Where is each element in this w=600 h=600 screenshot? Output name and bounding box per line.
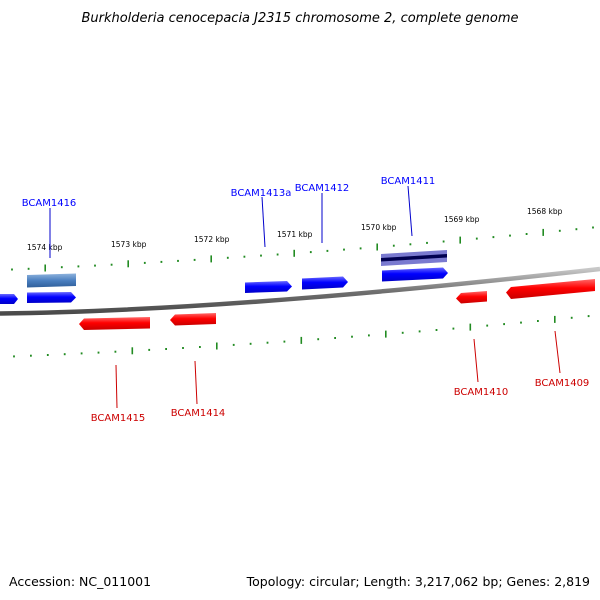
leader-bcam1409 <box>554 330 561 374</box>
gene-bcam1411-band <box>381 254 447 262</box>
map-title: Burkholderia cenocepacia J2315 chromosom… <box>81 11 518 26</box>
genome-summary-text: Topology: circular; Length: 3,217,062 bp… <box>246 574 590 589</box>
gene-bcam1416-block[interactable] <box>27 273 76 288</box>
gene-label-bcam1415[interactable]: BCAM1415 <box>91 413 146 424</box>
ruler-label-1568: 1568 kbp <box>527 207 563 216</box>
gene-arrow-bcam1412[interactable] <box>302 276 348 290</box>
reverse-tick-ruler <box>13 315 590 358</box>
gene-arrow-bcam1410[interactable] <box>456 291 487 304</box>
gene-label-bcam1413a[interactable]: BCAM1413a <box>231 188 292 199</box>
accession-text: Accession: NC_011001 <box>9 574 151 589</box>
gene-label-bcam1412[interactable]: BCAM1412 <box>295 183 350 194</box>
gene-label-bcam1409[interactable]: BCAM1409 <box>535 378 590 389</box>
gene-arrow-forward-edge[interactable] <box>0 294 18 304</box>
ruler-label-1573: 1573 kbp <box>111 240 147 249</box>
forward-tick-ruler <box>11 226 594 272</box>
gene-arrow-bcam1415[interactable] <box>79 317 150 330</box>
gene-leader-lines <box>49 185 561 409</box>
gene-label-bcam1411[interactable]: BCAM1411 <box>381 176 436 187</box>
gene-label-bcam1414[interactable]: BCAM1414 <box>171 408 226 419</box>
leader-bcam1415 <box>115 364 118 409</box>
leader-bcam1410 <box>473 338 479 383</box>
gene-arrow-forward[interactable] <box>27 292 76 303</box>
gene-arrow-bcam1411[interactable] <box>382 267 448 282</box>
ruler-label-1574: 1574 kbp <box>27 243 63 252</box>
gene-arrow-bcam1409[interactable] <box>506 279 595 299</box>
gene-label-bcam1416[interactable]: BCAM1416 <box>22 198 77 209</box>
leader-bcam1414 <box>194 360 198 405</box>
gene-labels: BCAM1416 BCAM1413a BCAM1412 BCAM1411 BCA… <box>22 176 590 424</box>
ruler-label-1572: 1572 kbp <box>194 235 230 244</box>
gene-label-bcam1410[interactable]: BCAM1410 <box>454 387 509 398</box>
chromosome-backbone <box>0 266 600 316</box>
ruler-labels: 1574 kbp 1573 kbp 1572 kbp 1571 kbp 1570… <box>27 207 563 252</box>
leader-bcam1413a <box>261 196 266 248</box>
ruler-label-1570: 1570 kbp <box>361 223 397 232</box>
gene-arrow-bcam1414[interactable] <box>170 313 216 326</box>
forward-genes <box>0 250 448 304</box>
ruler-label-1571: 1571 kbp <box>277 230 313 239</box>
leader-bcam1411 <box>407 185 413 237</box>
gene-arrow-bcam1413a[interactable] <box>245 281 292 293</box>
ruler-label-1569: 1569 kbp <box>444 215 480 224</box>
reverse-genes <box>79 279 595 330</box>
